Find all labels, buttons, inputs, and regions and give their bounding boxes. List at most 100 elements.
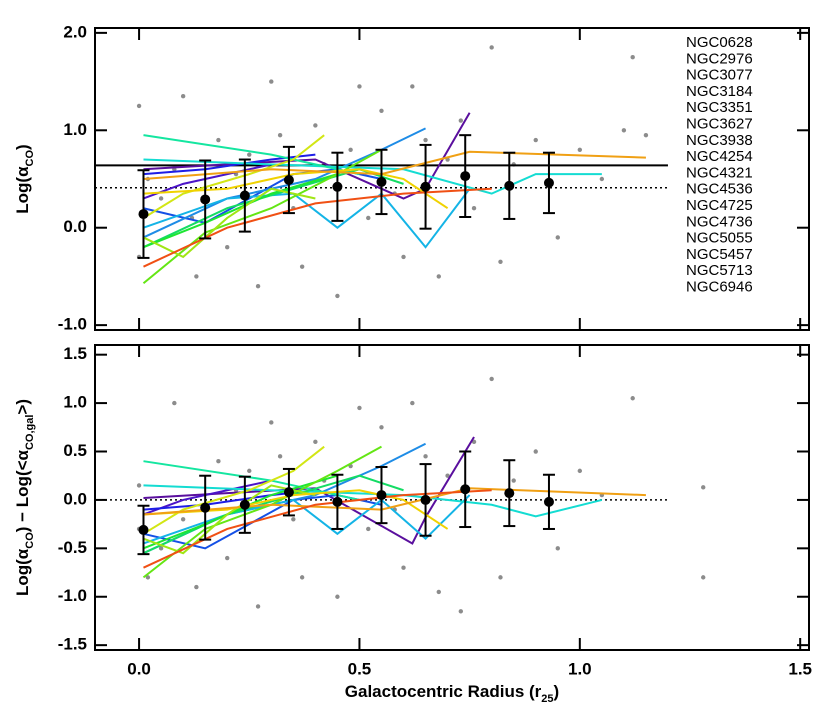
x-tick-label: 1.0 <box>568 659 592 678</box>
data-point <box>489 376 494 382</box>
data-point <box>269 79 274 84</box>
data-point <box>630 396 635 401</box>
legend-entry: NGC4736 <box>686 213 753 230</box>
galaxy-line <box>143 127 426 239</box>
plot-area <box>95 45 668 299</box>
mean-point <box>332 181 343 192</box>
mean-point <box>138 524 149 535</box>
data-point <box>136 103 142 109</box>
y-tick-label: -0.5 <box>58 538 87 557</box>
data-point <box>335 293 340 299</box>
data-point <box>194 274 199 279</box>
galaxy-line <box>143 489 449 530</box>
data-point <box>498 259 503 265</box>
data-point <box>216 137 221 143</box>
y-tick-label: 2.0 <box>63 22 87 41</box>
data-point <box>247 468 252 474</box>
data-point <box>158 546 164 551</box>
data-point <box>621 128 627 133</box>
galaxy-line <box>143 112 471 200</box>
data-point <box>277 132 283 138</box>
data-point <box>701 575 706 580</box>
galaxy-line <box>143 474 338 550</box>
data-point <box>436 274 441 279</box>
data-point <box>533 137 538 143</box>
data-point <box>216 458 221 464</box>
mean-point <box>200 502 211 513</box>
data-point <box>366 526 371 532</box>
y-tick-label: 0.0 <box>63 489 87 508</box>
x-tick-label: 0.5 <box>348 659 372 678</box>
mean-point <box>504 180 515 191</box>
legend-entry: NGC4725 <box>686 197 753 214</box>
data-point <box>348 147 353 152</box>
label-part: ) <box>13 144 32 150</box>
mean-point <box>420 494 431 505</box>
mean-point <box>543 177 554 188</box>
galaxy-line <box>142 134 325 219</box>
axis-label: Log(αCO) <box>13 144 35 213</box>
mean-point <box>239 190 250 201</box>
galaxy-line <box>143 134 360 176</box>
galaxy-line <box>143 187 492 268</box>
data-point <box>458 609 464 614</box>
mean-point <box>460 171 471 182</box>
frame <box>94 27 810 331</box>
data-point <box>498 575 503 580</box>
data-point <box>379 425 384 430</box>
galaxy-line <box>143 187 316 259</box>
data-point <box>555 546 560 551</box>
mean-point <box>283 487 294 498</box>
y-tick-label: -1.0 <box>58 586 87 605</box>
mean-point <box>543 496 554 507</box>
data-point <box>255 604 261 609</box>
data-point <box>533 449 538 454</box>
y-tick-label: -1.0 <box>58 315 87 334</box>
axis-label: Log(αCO) − Log(<αCO,gal>) <box>13 399 35 596</box>
label-part: Log(α <box>13 548 32 596</box>
label-part: ) <box>554 682 560 701</box>
data-point <box>458 118 464 123</box>
data-point <box>313 123 318 128</box>
data-point <box>555 235 560 240</box>
data-point <box>277 454 283 459</box>
galaxy-line <box>143 489 492 569</box>
plot-area <box>95 376 706 614</box>
mean-point <box>376 176 387 187</box>
label-part: Log(α <box>13 166 32 214</box>
data-point <box>299 575 305 580</box>
data-point <box>145 575 151 580</box>
data-point <box>225 244 230 250</box>
data-point <box>436 589 441 595</box>
galaxy-line <box>142 148 382 285</box>
galaxy-line <box>143 188 471 249</box>
label-subscript: CO,gal <box>24 415 36 450</box>
label-subscript: CO <box>24 150 36 167</box>
data-point <box>158 196 164 201</box>
legend-entry: NGC4254 <box>686 148 753 165</box>
mean-point <box>138 209 149 220</box>
x-tick-label: 1.5 <box>788 659 812 678</box>
label-subscript: 25 <box>541 693 553 705</box>
y-tick-label: 1.0 <box>63 393 87 412</box>
y-tick-label: -1.5 <box>58 635 87 654</box>
mean-point <box>239 499 250 510</box>
data-point <box>366 215 371 221</box>
galaxy-line <box>142 445 325 535</box>
legend-entry: NGC5055 <box>686 230 753 247</box>
legend-entry: NGC2976 <box>686 50 753 67</box>
label-subscript: CO <box>24 532 36 549</box>
data-point <box>313 439 318 445</box>
legend-entry: NGC3184 <box>686 83 753 100</box>
mean-point <box>460 484 471 495</box>
data-point <box>172 400 177 406</box>
galaxy-line <box>143 153 316 176</box>
y-tick-label: 1.5 <box>63 344 87 363</box>
label-part: ) − Log(<α <box>13 449 32 532</box>
data-point <box>291 517 296 522</box>
mean-point <box>420 181 431 192</box>
legend-entry: NGC3627 <box>686 115 753 132</box>
legend-entry: NGC3077 <box>686 67 753 84</box>
data-point <box>471 206 477 211</box>
